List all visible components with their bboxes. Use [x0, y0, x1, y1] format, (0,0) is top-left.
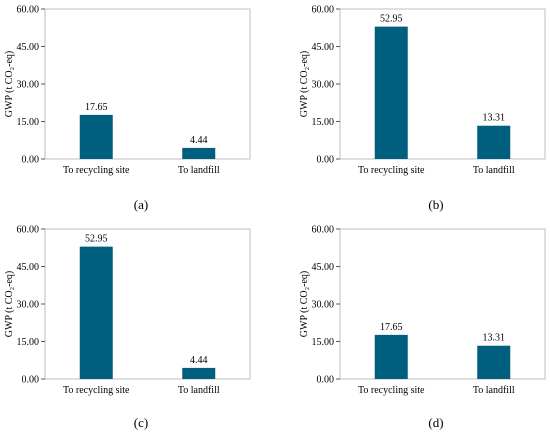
x-tick-label-a-1: To landfill — [178, 165, 220, 176]
y-tick-label-c-1: 15.00 — [17, 337, 40, 348]
y-tick-label-b-4: 60.00 — [312, 5, 335, 16]
panel-label-b: (b) — [428, 197, 444, 212]
bar-value-label-d-0: 17.65 — [380, 322, 403, 333]
bar-b-1 — [477, 125, 511, 159]
y-tick-label-c-0: 0.00 — [22, 375, 40, 386]
bar-c-0 — [79, 246, 113, 379]
y-tick-label-a-3: 45.00 — [17, 42, 40, 53]
y-tick-label-c-3: 45.00 — [17, 262, 40, 273]
bar-value-label-a-1: 4.44 — [190, 135, 208, 146]
x-tick-label-b-1: To landfill — [473, 165, 515, 176]
y-tick-label-b-0: 0.00 — [317, 155, 335, 166]
panel-label-a: (a) — [133, 197, 149, 212]
x-tick-label-d-0: To recycling site — [358, 385, 425, 396]
bar-value-label-b-0: 52.95 — [380, 14, 403, 25]
bar-a-1 — [182, 147, 216, 159]
bar-a-0 — [79, 114, 113, 159]
y-tick-label-d-2: 30.00 — [312, 300, 335, 311]
y-tick-label-d-0: 0.00 — [317, 375, 335, 386]
bar-value-label-b-1: 13.31 — [483, 113, 506, 124]
x-tick-label-c-1: To landfill — [178, 385, 220, 396]
plot-area-b — [339, 8, 546, 160]
bar-b-0 — [374, 26, 408, 159]
y-axis-title-d: GWP (t CO₂-eq) — [299, 271, 310, 337]
panel-label-c: (c) — [133, 415, 149, 430]
x-tick-label-d-1: To landfill — [473, 385, 515, 396]
y-axis-title-c: GWP (t CO₂-eq) — [4, 271, 15, 337]
y-tick-label-b-1: 15.00 — [312, 117, 335, 128]
y-tick-label-d-4: 60.00 — [312, 225, 335, 236]
y-tick-label-d-3: 45.00 — [312, 262, 335, 273]
x-tick-label-c-0: To recycling site — [63, 385, 130, 396]
bar-d-1 — [477, 345, 511, 379]
bar-value-label-a-0: 17.65 — [85, 102, 108, 113]
y-tick-label-d-1: 15.00 — [312, 337, 335, 348]
plot-area-c — [44, 228, 251, 380]
y-tick-label-a-4: 60.00 — [17, 5, 40, 16]
x-tick-label-a-0: To recycling site — [63, 165, 130, 176]
y-tick-label-a-1: 15.00 — [17, 117, 40, 128]
y-tick-label-b-2: 30.00 — [312, 80, 335, 91]
plot-area-d — [339, 228, 546, 380]
y-axis-title-b: GWP (t CO₂-eq) — [299, 51, 310, 117]
bar-value-label-c-0: 52.95 — [85, 234, 108, 245]
x-tick-label-b-0: To recycling site — [358, 165, 425, 176]
y-tick-label-c-2: 30.00 — [17, 300, 40, 311]
y-tick-label-c-4: 60.00 — [17, 225, 40, 236]
y-tick-label-a-2: 30.00 — [17, 80, 40, 91]
panel-label-d: (d) — [428, 415, 444, 430]
bar-value-label-c-1: 4.44 — [190, 355, 208, 366]
y-axis-title-a: GWP (t CO₂-eq) — [4, 51, 15, 117]
bar-value-label-d-1: 13.31 — [483, 333, 506, 344]
y-tick-label-b-3: 45.00 — [312, 42, 335, 53]
bar-c-1 — [182, 367, 216, 379]
y-tick-label-a-0: 0.00 — [22, 155, 40, 166]
plot-area-a — [44, 8, 251, 160]
bar-d-0 — [374, 334, 408, 379]
